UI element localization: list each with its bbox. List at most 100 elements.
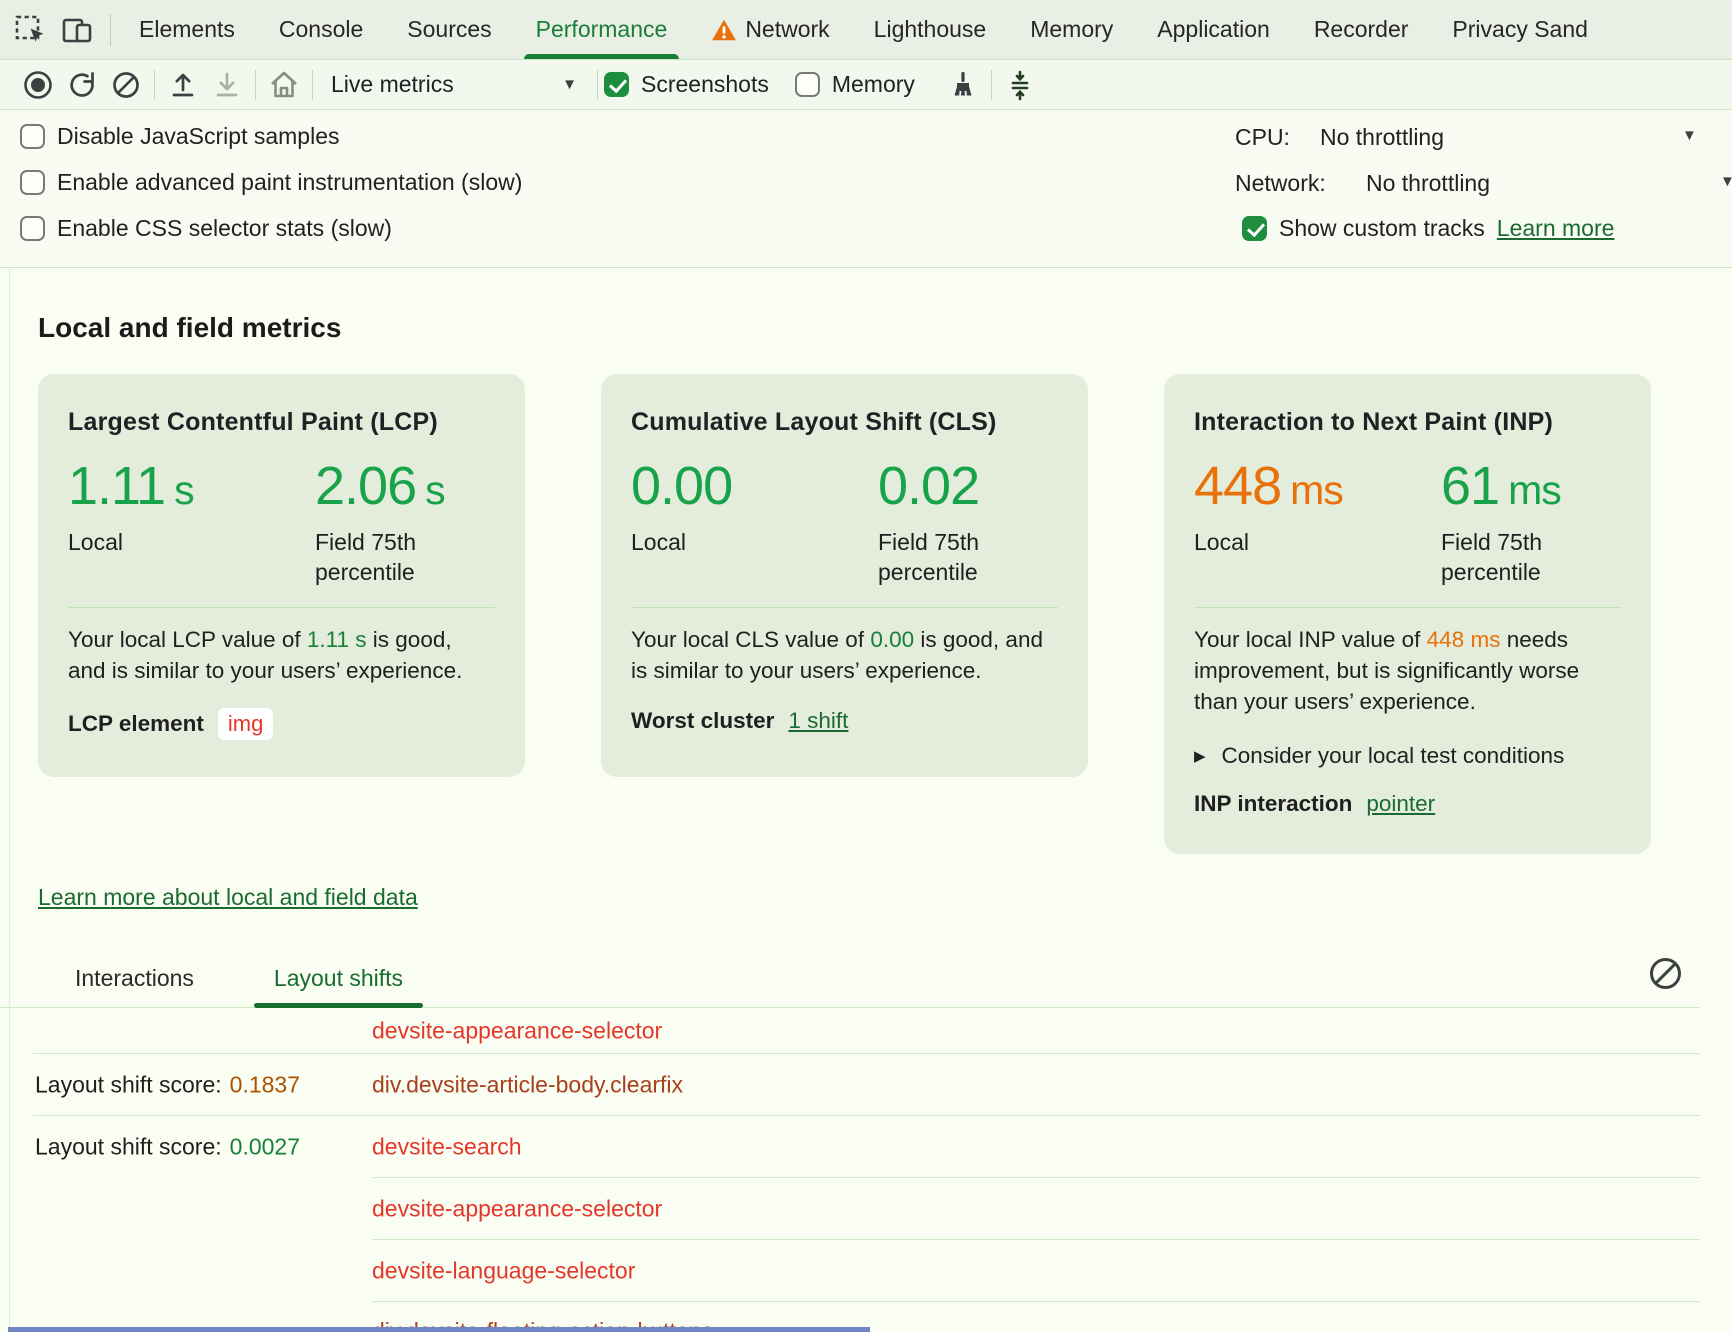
network-label: Network: (1235, 170, 1326, 196)
css-selector-stats-checkbox[interactable] (20, 215, 45, 241)
layout-shift-row: Layout shift score: 0.0027 devsite-search (0, 1116, 1732, 1178)
divider (597, 69, 598, 100)
performance-toolbar: Live metrics ▼ Screenshots Memory (0, 60, 1732, 110)
divider (1194, 607, 1621, 608)
cls-card: Cumulative Layout Shift (CLS) 0.00 Local… (601, 374, 1088, 777)
garbage-collect-brush-icon[interactable] (941, 65, 985, 105)
chevron-down-icon[interactable]: ▼ (1682, 127, 1697, 144)
lcp-element-label: LCP element (68, 711, 204, 736)
memory-label: Memory (831, 71, 915, 97)
shift-element-link[interactable]: devsite-appearance-selector (372, 1017, 663, 1044)
inp-description: Your local INP value of 448 ms needs imp… (1194, 627, 1580, 714)
home-icon[interactable] (262, 65, 306, 105)
advanced-paint-checkbox[interactable] (20, 169, 45, 195)
tab-interactions[interactable]: Interactions (75, 965, 194, 991)
advanced-paint-label: Enable advanced paint instrumentation (s… (57, 168, 523, 195)
lcp-field-value: 2.06 s (315, 456, 446, 516)
divider (68, 607, 495, 608)
cpu-label: CPU: (1235, 124, 1290, 150)
disable-js-samples-checkbox[interactable] (20, 123, 45, 149)
divider (255, 69, 256, 100)
cls-field-value: 0.02 (878, 456, 980, 516)
memory-checkbox[interactable] (794, 72, 820, 97)
local-field-metrics-heading: Local and field metrics (38, 312, 342, 343)
inspect-element-icon[interactable] (14, 14, 46, 46)
clear-icon[interactable] (104, 65, 148, 105)
network-throttling-select[interactable]: No throttling (1366, 170, 1491, 196)
advanced-paint-row: Enable advanced paint instrumentation (s… (20, 162, 522, 202)
custom-tracks-learn-more-link[interactable]: Learn more (1496, 214, 1615, 241)
inp-interaction-link[interactable]: pointer (1366, 791, 1436, 816)
lcp-local-value: 1.11 s (68, 456, 195, 516)
reload-record-icon[interactable] (60, 65, 104, 105)
shift-element-link[interactable]: devsite-search (372, 1133, 522, 1160)
divider (990, 69, 992, 100)
triangle-right-icon: ▶ (1194, 748, 1206, 765)
tab-recorder[interactable]: Recorder (1313, 16, 1409, 42)
devtools-tabbar: Elements Console Sources Performance Net… (0, 0, 1732, 60)
panel-mode-value: Live metrics (331, 71, 454, 97)
tab-network[interactable]: Network (689, 0, 851, 59)
inp-field-value: 61 ms (1441, 456, 1562, 516)
cpu-throttling-select[interactable]: No throttling (1320, 124, 1445, 150)
shift-score: Layout shift score: 0.1837 (35, 1071, 301, 1098)
panel-mode-select[interactable]: Live metrics ▼ (319, 65, 591, 105)
disable-js-samples-label: Disable JavaScript samples (57, 122, 340, 149)
inp-card-title: Interaction to Next Paint (INP) (1194, 408, 1554, 436)
css-selector-stats-row: Enable CSS selector stats (slow) (20, 208, 392, 248)
tab-console[interactable]: Console (278, 16, 364, 42)
tab-elements[interactable]: Elements (139, 16, 235, 42)
lcp-description: Your local LCP value of 1.11 s is good, … (68, 627, 463, 683)
screenshots-label: Screenshots (641, 71, 769, 97)
log-tabbar: Interactions Layout shifts (0, 963, 1700, 1008)
chevron-down-icon[interactable]: ▼ (1720, 173, 1732, 190)
local-test-conditions-disclosure[interactable]: ▶ Consider your local test conditions (1194, 743, 1565, 768)
layout-shift-row: devsite-appearance-selector (0, 1008, 1732, 1054)
lcp-field-label: Field 75th percentile (315, 529, 417, 585)
disable-js-samples-row: Disable JavaScript samples (20, 116, 340, 156)
capture-settings: Disable JavaScript samples Enable advanc… (0, 110, 1732, 268)
lcp-card-title: Largest Contentful Paint (LCP) (68, 408, 438, 436)
worst-cluster-label: Worst cluster (631, 708, 775, 733)
lcp-local-label: Local (68, 529, 123, 555)
live-metrics-view: Local and field metrics Largest Contentf… (0, 268, 1732, 1332)
warning-icon (711, 18, 737, 42)
tab-privacy-sandbox[interactable]: Privacy Sand (1452, 16, 1588, 42)
shift-element-link[interactable]: div.devsite-article-body.clearfix (372, 1071, 684, 1098)
custom-tracks-row: Show custom tracks Learn more (1242, 208, 1614, 248)
cls-local-value: 0.00 (631, 456, 733, 516)
cls-card-title: Cumulative Layout Shift (CLS) (631, 408, 997, 436)
device-toolbar-icon[interactable] (60, 14, 94, 46)
layout-shift-row: devsite-appearance-selector (0, 1178, 1732, 1240)
metric-cards: Largest Contentful Paint (LCP) 1.11 s Loc… (38, 374, 1732, 856)
cls-description: Your local CLS value of 0.00 is good, an… (631, 627, 1043, 683)
tab-sources[interactable]: Sources (407, 16, 492, 42)
worst-cluster-link[interactable]: 1 shift (788, 708, 849, 733)
screenshots-checkbox[interactable] (604, 72, 629, 97)
record-icon[interactable] (16, 65, 60, 105)
selected-row-edge (8, 1327, 870, 1332)
shift-element-link[interactable]: devsite-appearance-selector (372, 1195, 663, 1222)
save-profile-icon[interactable] (205, 65, 249, 105)
tab-application[interactable]: Application (1157, 16, 1270, 42)
chevron-down-icon: ▼ (562, 76, 577, 93)
css-selector-stats-label: Enable CSS selector stats (slow) (57, 214, 392, 241)
inp-local-label: Local (1194, 529, 1249, 555)
lcp-element-link[interactable]: img (217, 708, 274, 740)
tab-performance[interactable]: Performance (514, 0, 690, 59)
fit-to-window-icon[interactable] (998, 65, 1042, 105)
tab-layout-shifts[interactable]: Layout shifts (253, 963, 424, 1008)
tab-lighthouse[interactable]: Lighthouse (873, 16, 987, 42)
shift-element-link[interactable]: devsite-language-selector (372, 1257, 636, 1284)
load-profile-icon[interactable] (161, 65, 205, 105)
clear-log-button[interactable] (1650, 958, 1681, 989)
show-custom-tracks-checkbox[interactable] (1242, 215, 1267, 241)
local-field-learn-more-link[interactable]: Learn more about local and field data (38, 884, 418, 910)
divider (631, 607, 1058, 608)
inp-interaction-label: INP interaction (1194, 791, 1353, 816)
divider (312, 69, 313, 100)
shift-score: Layout shift score: 0.0027 (35, 1133, 301, 1160)
tab-memory[interactable]: Memory (1030, 16, 1114, 42)
layout-shift-row: devsite-language-selector (0, 1240, 1732, 1302)
inp-local-value: 448 ms (1194, 456, 1344, 516)
